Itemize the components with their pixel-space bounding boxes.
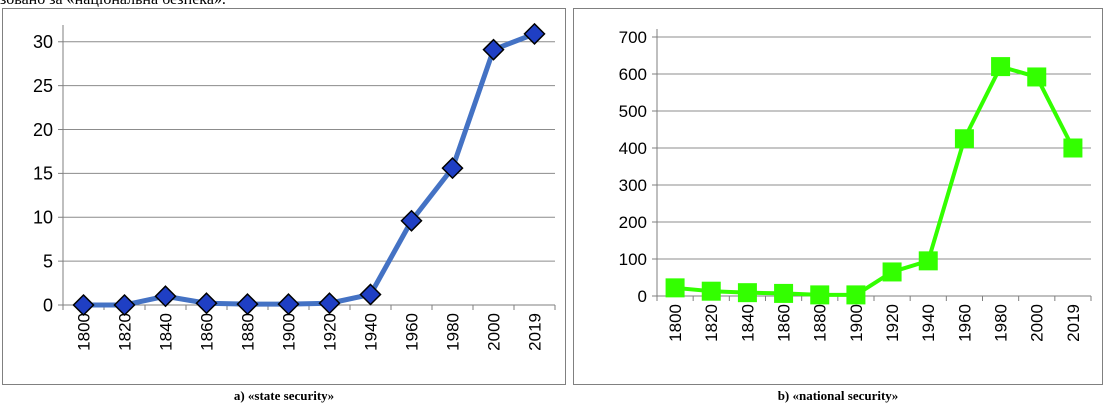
y-tick-label: 20	[33, 120, 53, 140]
x-tick-label: 1960	[402, 313, 421, 351]
y-tick-label: 15	[33, 164, 53, 184]
data-point-marker	[737, 283, 757, 303]
y-tick-label: 0	[638, 287, 647, 306]
x-tick-label: 2019	[525, 313, 544, 351]
y-tick-label: 100	[619, 250, 647, 269]
x-tick-label: 1820	[115, 313, 134, 351]
caption-national-security: b) «national security»	[777, 388, 899, 403]
data-point-marker	[918, 251, 938, 271]
data-point-marker	[774, 283, 794, 303]
data-point-marker	[991, 57, 1011, 77]
data-point-marker	[441, 157, 464, 180]
y-tick-label: 5	[43, 251, 53, 271]
x-tick-label: 1800	[666, 304, 685, 342]
y-tick-label: 400	[619, 139, 647, 158]
x-tick-label: 2019	[1064, 304, 1083, 342]
data-point-marker	[523, 22, 546, 45]
data-point-marker	[359, 283, 382, 306]
x-tick-label: 1840	[156, 313, 175, 351]
x-tick-label: 1860	[197, 313, 216, 351]
x-tick-label: 1880	[811, 304, 830, 342]
chart-panel-state-security: 0 5 10 15 20 25 30 1800 1820 1840 1860 1880 1900 1920…	[2, 8, 566, 385]
x-tick-label: 1940	[919, 304, 938, 342]
y-tick-label: 0	[43, 295, 53, 315]
data-point-marker	[195, 292, 218, 315]
data-point-marker	[665, 278, 685, 298]
x-tick-label: 1980	[443, 313, 462, 351]
data-point-marker	[482, 38, 505, 61]
data-point-marker	[846, 285, 866, 305]
y-tick-label: 30	[33, 32, 53, 52]
data-point-marker	[277, 293, 300, 316]
x-tick-label: 1820	[702, 304, 721, 342]
y-tick-label: 300	[619, 176, 647, 195]
data-point-marker	[113, 293, 136, 317]
x-tick-label: 1840	[738, 304, 757, 342]
data-point-marker	[954, 129, 974, 149]
x-tick-label: 1920	[320, 313, 339, 351]
y-tick-label: 25	[33, 76, 53, 96]
y-tick-label: 700	[619, 28, 647, 47]
y-tick-label: 10	[33, 208, 53, 228]
chart-panel-national-security: 0 100 200 300 400 500 600 700 1800 1820 1840 1860 18…	[573, 8, 1103, 385]
x-tick-label: 1980	[992, 304, 1011, 342]
chart-state-security: 0 5 10 15 20 25 30 1800 1820 1840 1860 1880 1900 1920…	[33, 22, 556, 351]
data-point-marker	[882, 262, 902, 282]
y-tick-label: 200	[619, 213, 647, 232]
caption-state-security: a) «state security»	[233, 388, 335, 403]
x-tick-label: 1860	[775, 304, 794, 342]
data-point-marker	[1027, 67, 1047, 87]
x-tick-label: 1900	[847, 304, 866, 342]
data-point-marker	[810, 285, 830, 305]
chart-national-security: 0 100 200 300 400 500 600 700 1800 1820 1840 1860 18…	[619, 28, 1092, 342]
x-tick-label: 1920	[883, 304, 902, 342]
x-tick-label: 1880	[238, 313, 257, 351]
data-point-marker	[236, 293, 259, 316]
x-tick-label: 2000	[484, 313, 503, 351]
data-point-marker	[1063, 138, 1083, 158]
data-point-marker	[701, 281, 721, 301]
y-tick-label: 500	[619, 102, 647, 121]
x-tick-label: 1800	[74, 313, 93, 351]
data-point-marker	[72, 293, 95, 317]
x-tick-label: 1900	[279, 313, 298, 351]
x-tick-label: 1940	[361, 313, 380, 351]
y-tick-label: 600	[619, 65, 647, 84]
x-tick-label: 1960	[955, 304, 974, 342]
data-point-marker	[400, 209, 423, 232]
data-point-marker	[154, 285, 177, 308]
x-tick-label: 2000	[1028, 304, 1047, 342]
data-point-marker	[318, 292, 341, 315]
header-text-fragment: зовано за «національна безпека».	[0, 0, 600, 9]
series-line	[673, 64, 1075, 297]
series-line	[81, 31, 537, 308]
